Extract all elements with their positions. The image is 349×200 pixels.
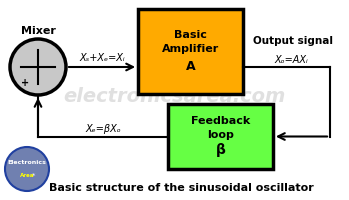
Circle shape [10, 40, 66, 96]
Text: electronicsarea.com: electronicsarea.com [63, 87, 286, 105]
Text: A: A [186, 60, 195, 73]
Text: *: * [32, 172, 36, 178]
FancyBboxPatch shape [138, 10, 243, 95]
Text: Basic structure of the sinusoidal oscillator: Basic structure of the sinusoidal oscill… [49, 182, 314, 192]
Text: Xₒ=AXᵢ: Xₒ=AXᵢ [275, 55, 309, 65]
Circle shape [5, 147, 49, 191]
Text: Mixer: Mixer [21, 26, 55, 36]
Text: Electronics: Electronics [8, 160, 46, 165]
Text: Xₛ+Xₑ=Xᵢ: Xₛ+Xₑ=Xᵢ [79, 53, 125, 63]
Text: β: β [216, 143, 225, 157]
FancyBboxPatch shape [168, 104, 273, 169]
Text: Area: Area [20, 173, 34, 178]
Text: Basic: Basic [174, 29, 207, 39]
Text: Feedback: Feedback [191, 116, 250, 126]
Text: loop: loop [207, 130, 234, 140]
Text: Xₑ=βXₒ: Xₑ=βXₒ [85, 124, 121, 134]
Text: Output signal: Output signal [253, 36, 333, 46]
Text: +: + [21, 78, 29, 88]
Text: Amplifier: Amplifier [162, 43, 219, 53]
